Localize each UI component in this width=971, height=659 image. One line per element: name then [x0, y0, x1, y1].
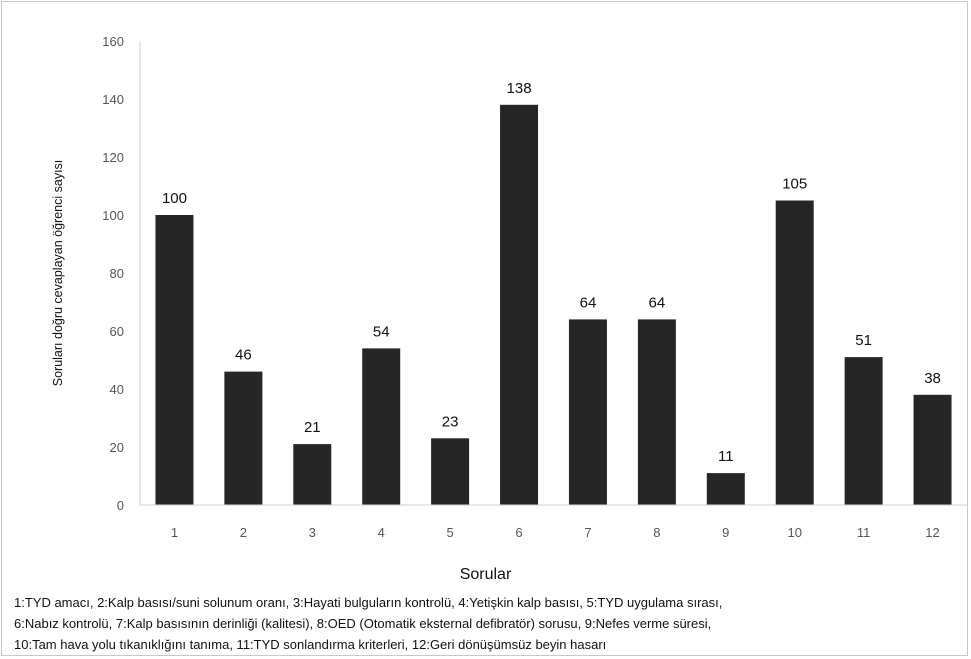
bar — [362, 348, 401, 505]
y-axis: 0 20 40 60 80 100 120 140 160 — [102, 34, 141, 513]
x-tick-label: 6 — [515, 525, 522, 540]
bar — [844, 357, 883, 505]
y-axis-title: Soruları doğru cevaplayan öğrenci sayısı — [51, 160, 65, 387]
data-label: 138 — [507, 80, 532, 97]
y-tick-label: 100 — [102, 208, 124, 223]
x-tick-label: 7 — [584, 525, 591, 540]
x-tick-label: 2 — [240, 525, 247, 540]
data-label: 100 — [162, 190, 187, 207]
x-tick-label: 12 — [925, 525, 939, 540]
bar — [431, 438, 470, 505]
y-tick-label: 20 — [110, 440, 124, 455]
data-label: 38 — [924, 370, 941, 387]
x-tick-label: 9 — [722, 525, 729, 540]
x-tick-label: 1 — [171, 525, 178, 540]
x-axis-title: Sorular — [459, 566, 512, 583]
y-tick-label: 40 — [110, 382, 124, 397]
x-tick-label: 8 — [653, 525, 660, 540]
data-label: 11 — [718, 448, 734, 465]
x-tick-label: 5 — [447, 525, 454, 540]
y-axis-label-group: Soruları doğru cevaplayan öğrenci sayısı — [51, 160, 65, 387]
bar-chart: Soruları doğru cevaplayan öğrenci sayısı… — [51, 34, 967, 540]
data-label: 64 — [649, 294, 666, 311]
data-label: 51 — [855, 332, 872, 349]
data-label: 23 — [442, 413, 459, 430]
y-tick-label: 60 — [110, 324, 124, 339]
legend-line: 1:TYD amacı, 2:Kalp basısı/suni solunum … — [14, 595, 723, 610]
bars: 100 46 21 54 23 138 64 64 11 105 51 38 — [155, 80, 952, 506]
question-legend: 1:TYD amacı, 2:Kalp basısı/suni solunum … — [14, 592, 964, 655]
bar — [775, 200, 814, 505]
data-label: 64 — [580, 294, 597, 311]
bar — [637, 319, 676, 505]
y-tick-label: 0 — [117, 498, 124, 513]
x-tick-label: 11 — [857, 525, 871, 540]
y-tick-label: 140 — [102, 92, 124, 107]
bar — [155, 215, 194, 505]
data-label: 46 — [235, 347, 252, 364]
bar — [568, 319, 607, 505]
bar — [500, 104, 539, 506]
data-label: 54 — [373, 323, 390, 340]
bar — [224, 371, 263, 505]
x-tick-label: 3 — [309, 525, 316, 540]
data-label: 21 — [304, 419, 321, 436]
bar — [706, 473, 745, 505]
y-tick-label: 80 — [110, 266, 124, 281]
x-tick-label: 4 — [378, 525, 385, 540]
bar — [913, 394, 952, 505]
x-tick-label: 10 — [787, 525, 801, 540]
y-tick-label: 160 — [102, 34, 124, 49]
y-tick-label: 120 — [102, 150, 124, 165]
x-axis: 1 2 3 4 5 6 7 8 9 10 11 12 — [140, 504, 967, 540]
legend-line: 10:Tam hava yolu tıkanıklığını tanıma, 1… — [14, 637, 607, 652]
data-label: 105 — [782, 176, 807, 193]
bar — [293, 444, 332, 505]
legend-line: 6:Nabız kontrolü, 7:Kalp basısının derin… — [14, 616, 712, 631]
